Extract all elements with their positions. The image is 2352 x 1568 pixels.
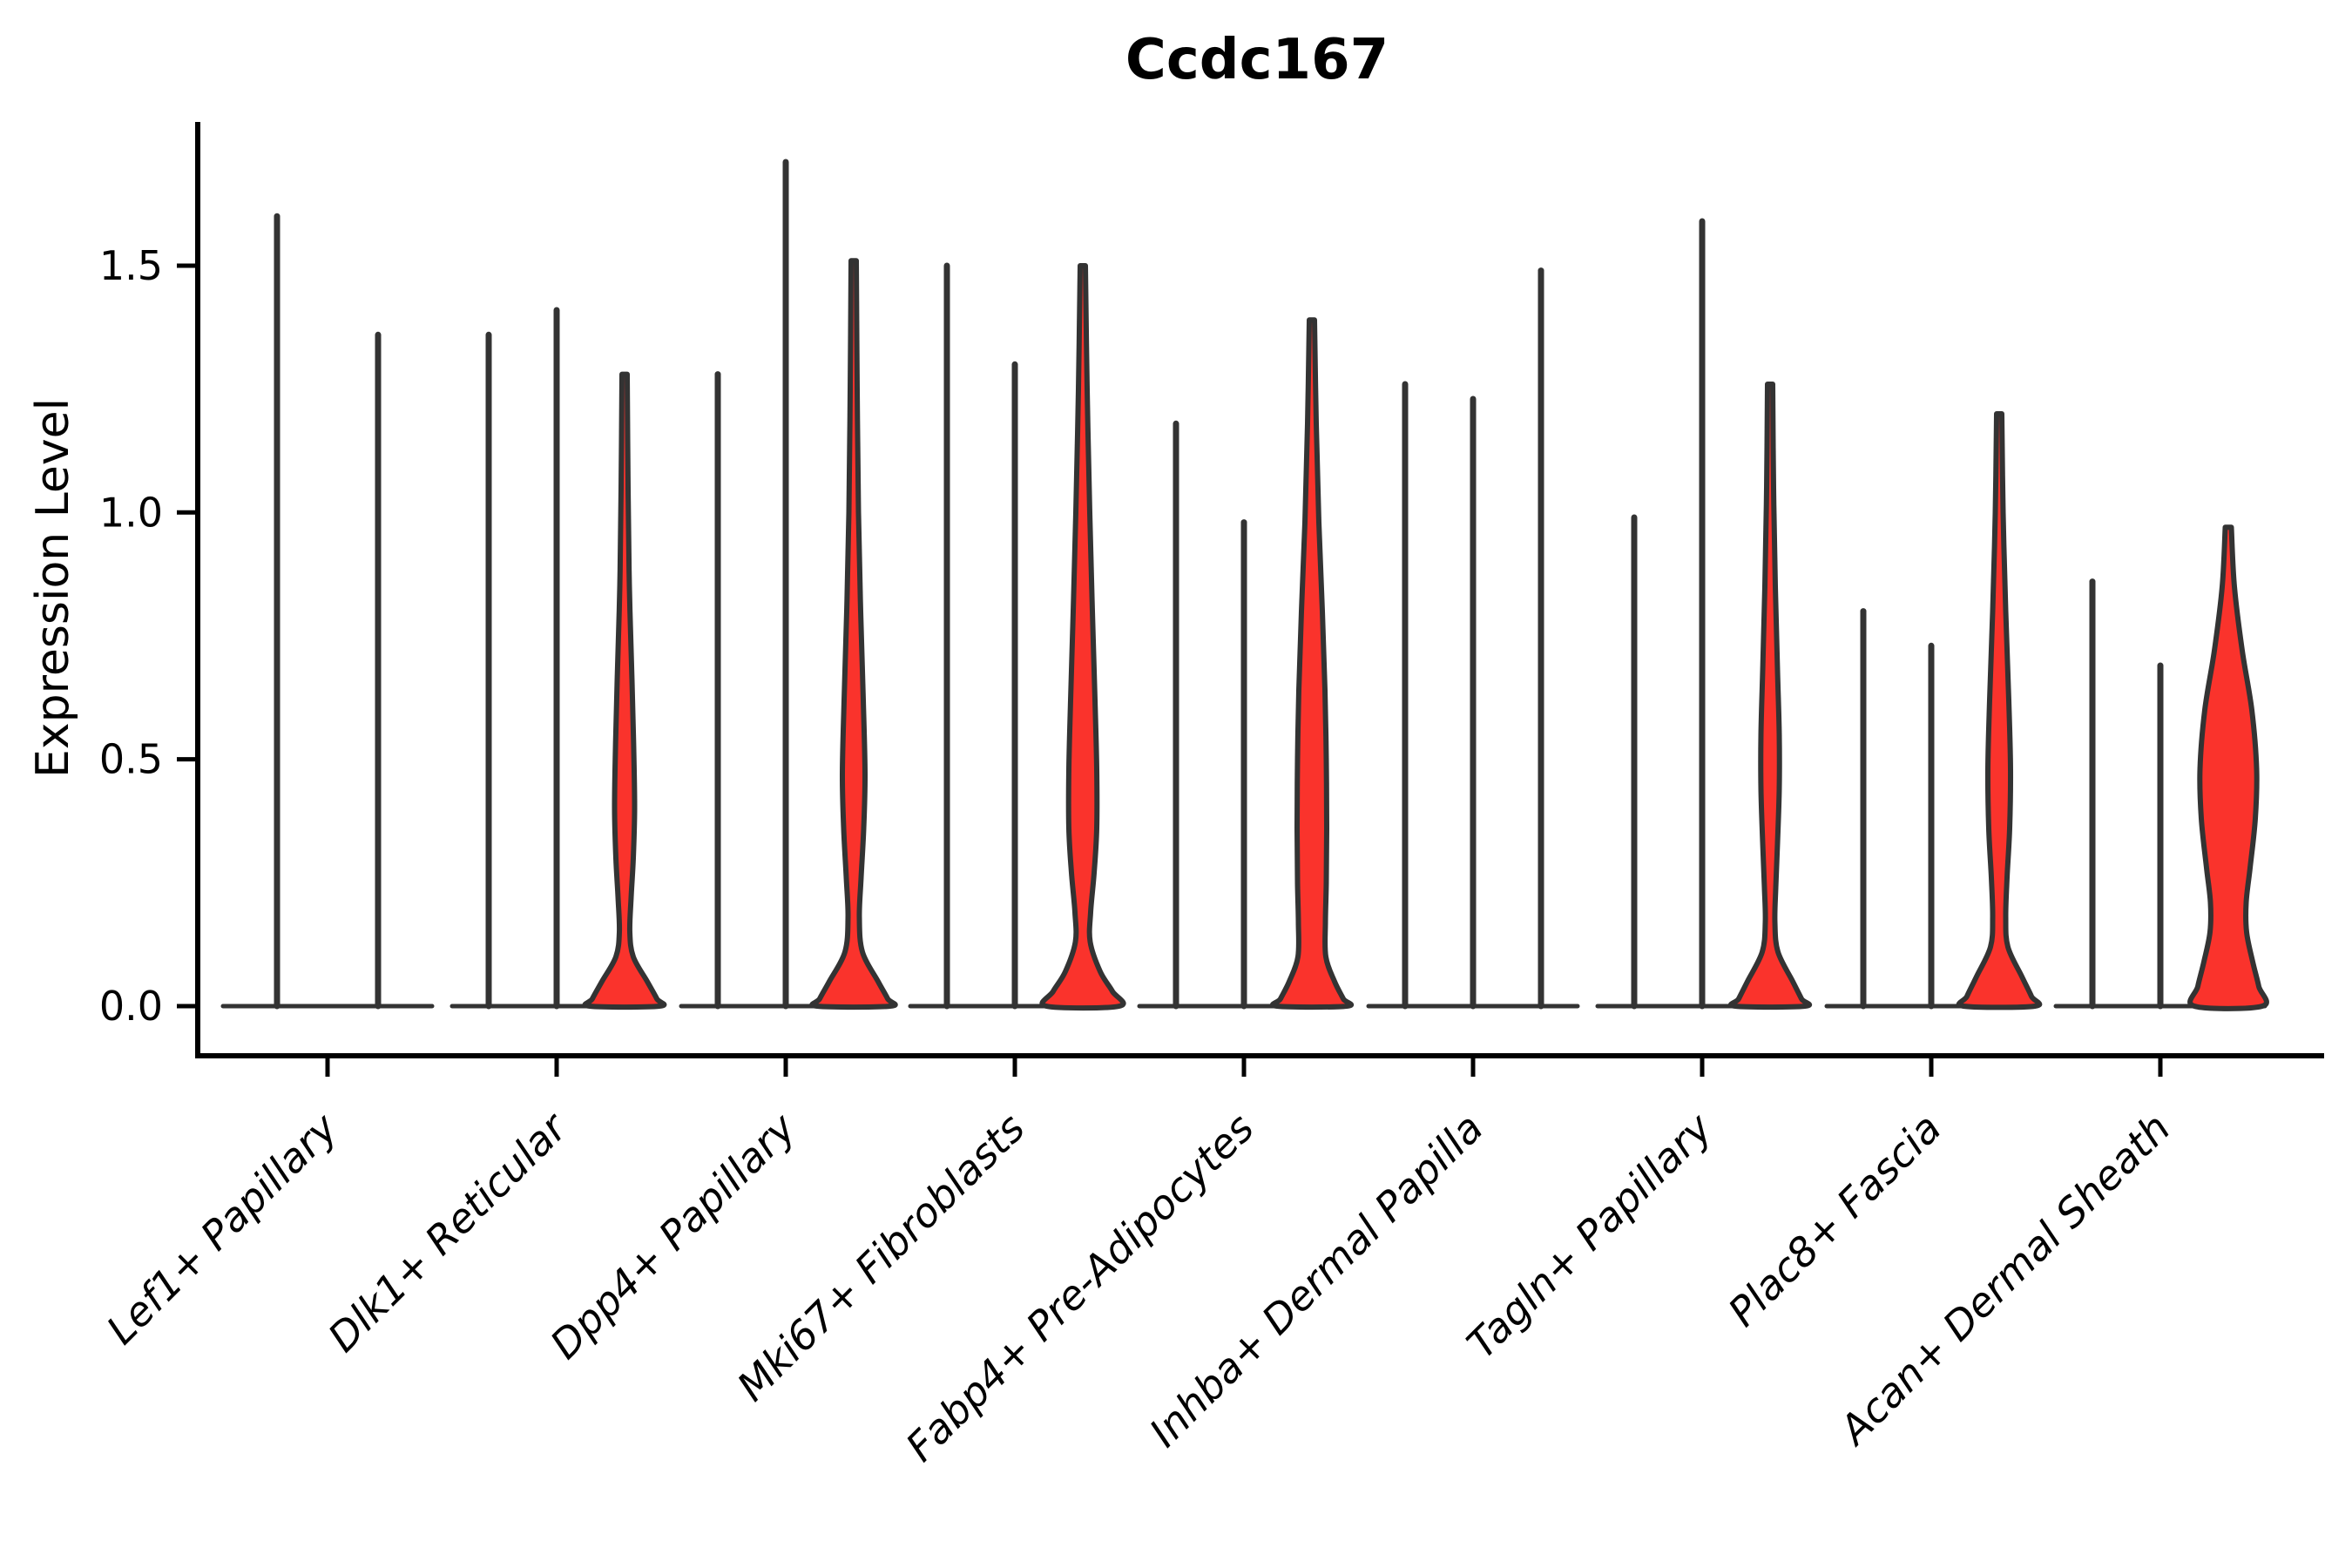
y-axis-tick-label: 0.0: [99, 983, 163, 1030]
violin-filled: [809, 258, 898, 1010]
x-axis-tick-label: Dlk1+ Reticular: [319, 1102, 578, 1361]
x-axis-tick-label: Dpp4+ Papillary: [541, 1104, 805, 1368]
x-axis-tick-label: Tagln+ Papillary: [1457, 1104, 1721, 1368]
y-axis-tick-label: 0.5: [99, 736, 163, 783]
chart-title: Ccdc167: [1125, 28, 1389, 92]
violin-filled: [1956, 410, 2043, 1010]
y-axis-label: Expression Level: [27, 398, 79, 778]
y-axis-tick-label: 1.0: [99, 489, 163, 536]
violin-filled: [1269, 317, 1355, 1010]
x-axis-tick-label: Plac8+ Fascia: [1719, 1105, 1950, 1335]
violin-filled: [2187, 524, 2269, 1011]
violin-filled: [582, 371, 667, 1010]
y-axis-tick-label: 1.5: [99, 242, 163, 289]
x-axis-tick-label: Lef1+ Papillary: [98, 1104, 347, 1353]
violin-filled: [1727, 381, 1813, 1010]
violin-filled: [1039, 262, 1126, 1011]
